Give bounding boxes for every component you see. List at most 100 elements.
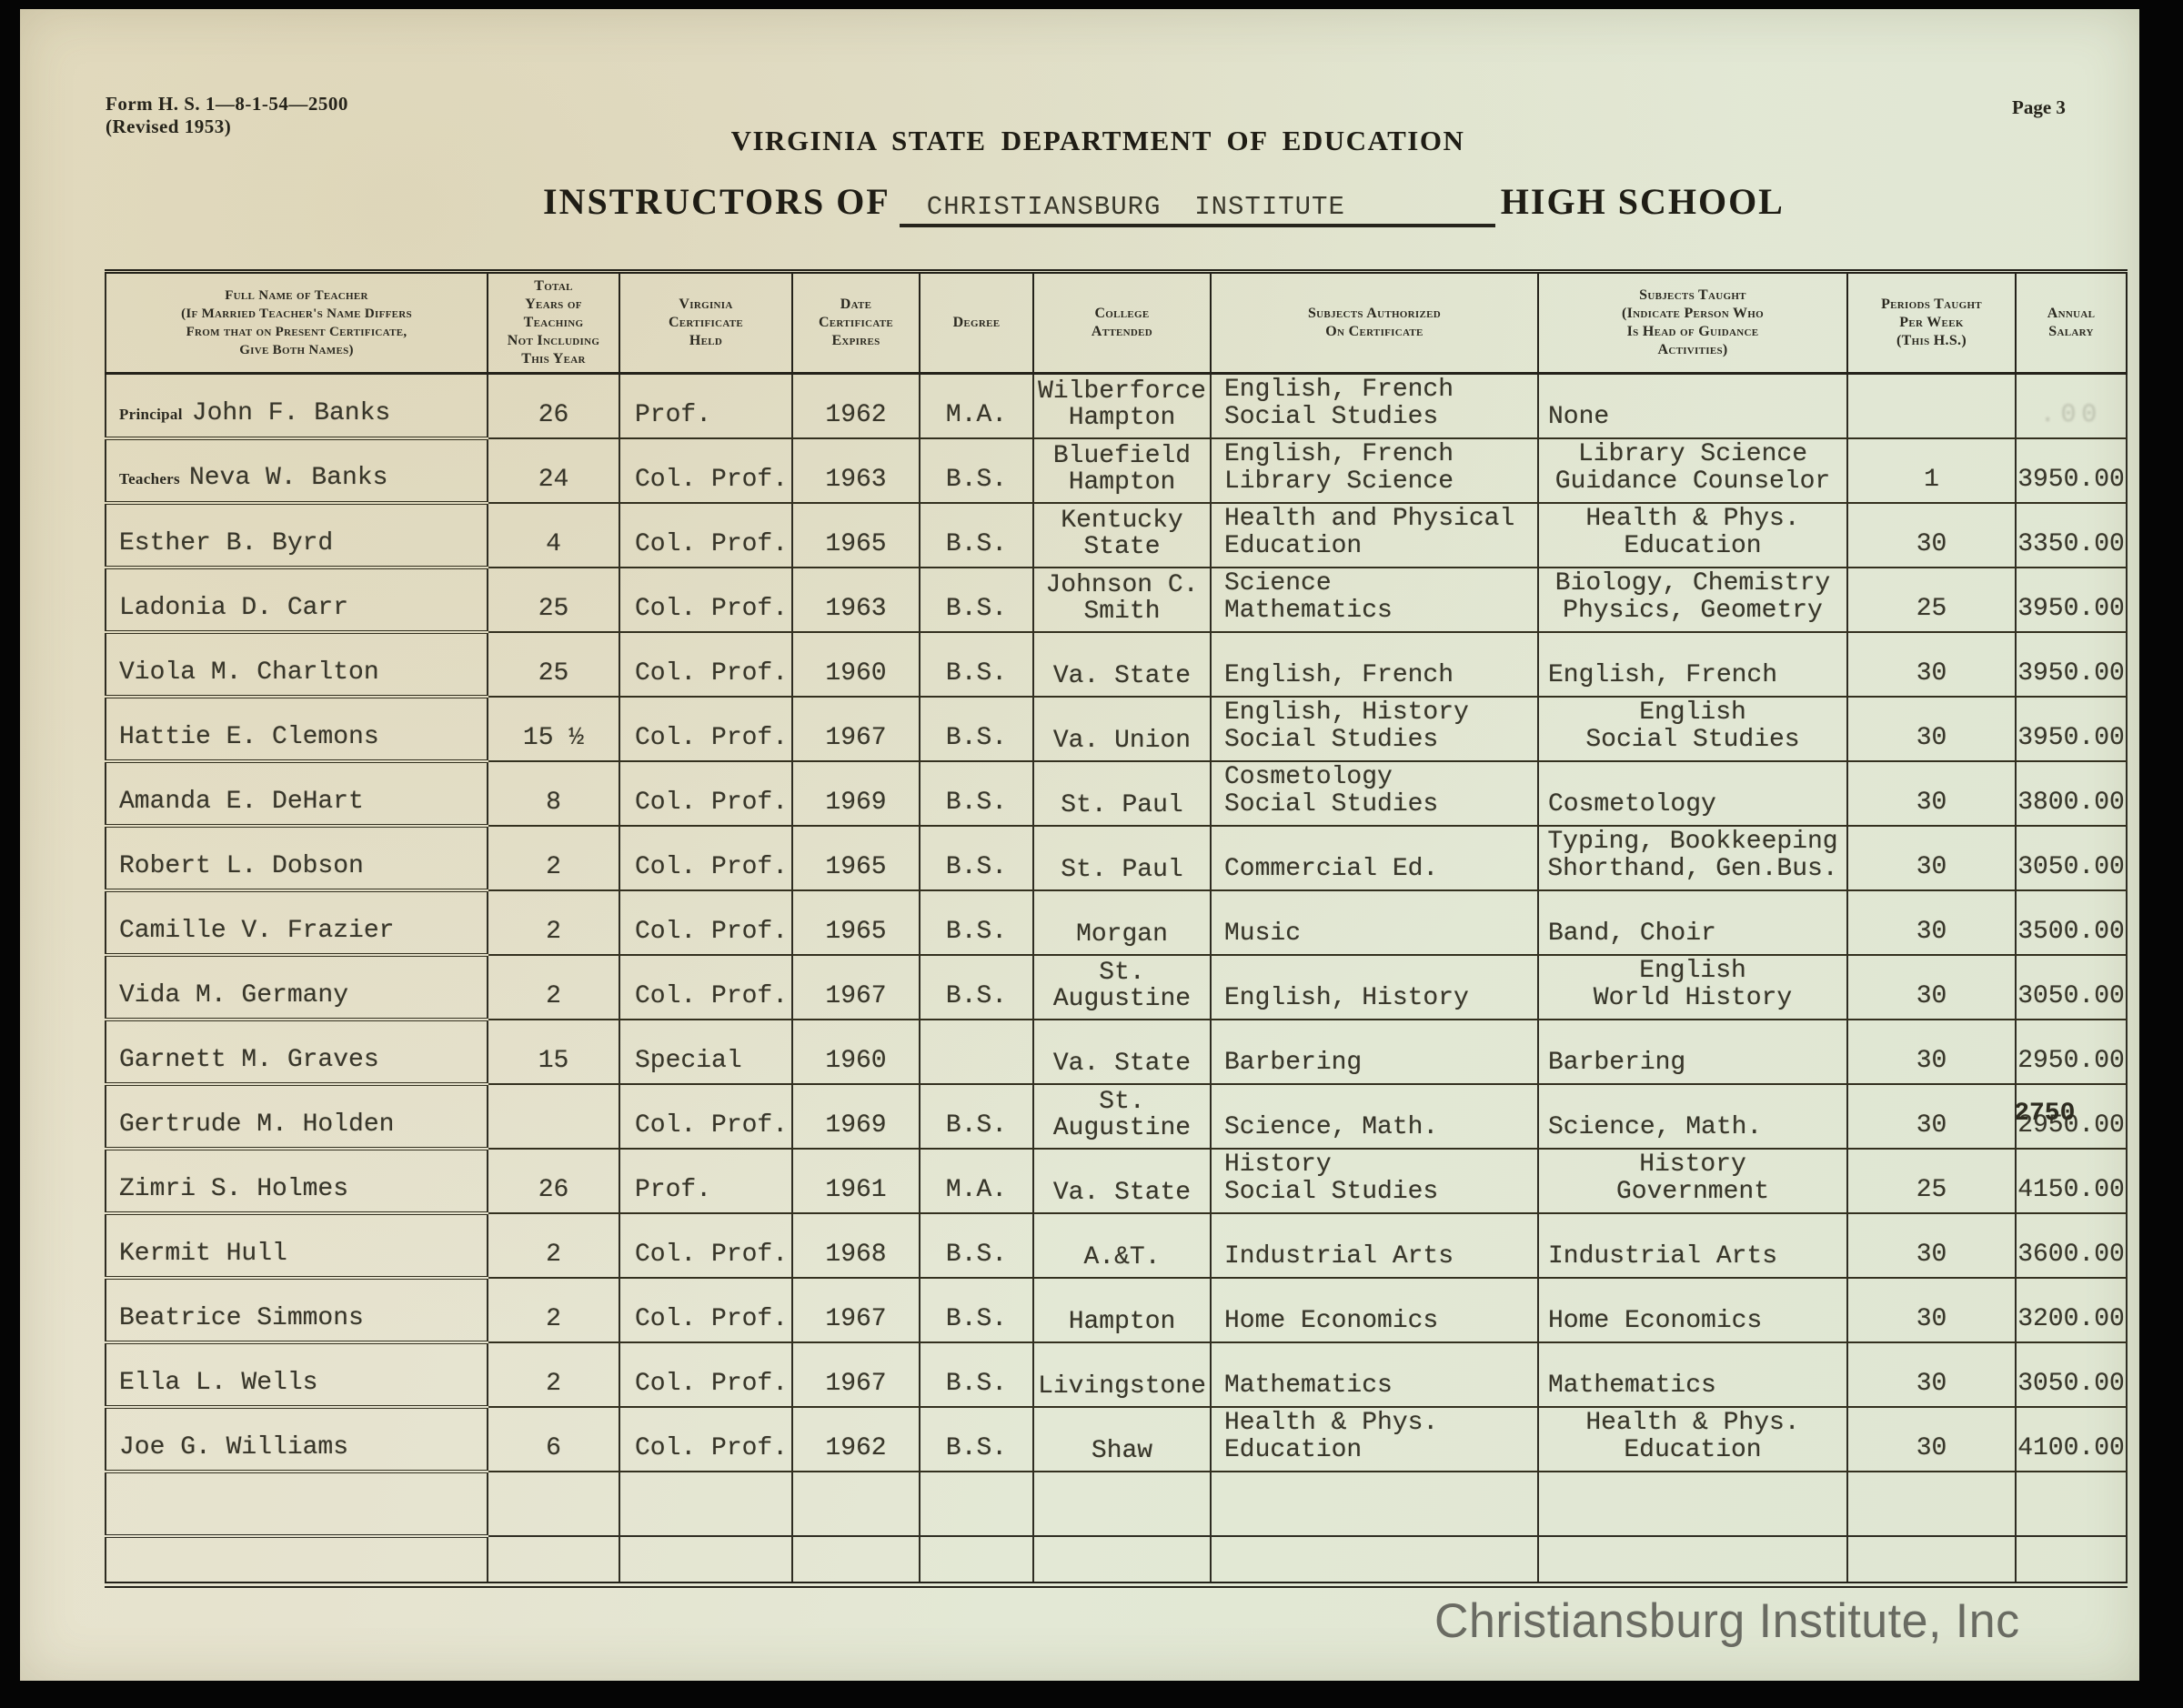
periods-per-week-cell: 1 xyxy=(1847,437,2017,504)
column-header: College Attended xyxy=(1033,271,1212,375)
periods-per-week-cell: 25 xyxy=(1847,567,2017,633)
certificate-expires-cell: 1962 xyxy=(792,373,920,439)
subjects-authorized-cell: Health and Physical Education xyxy=(1211,502,1539,568)
empty-cell xyxy=(920,1535,1034,1585)
subjects-authorized-cell: English, French Social Studies xyxy=(1211,373,1539,439)
subjects-authorized-cell: English, History Social Studies xyxy=(1211,696,1539,762)
college-attended-cell: Bluefield Hampton xyxy=(1033,437,1212,504)
printed-role-label: Teachers xyxy=(119,469,180,487)
certificate-expires-cell: 1961 xyxy=(792,1148,920,1214)
column-header: Annual Salary xyxy=(2016,271,2128,375)
empty-cell xyxy=(488,1471,620,1537)
degree-cell: M.A. xyxy=(920,1148,1034,1214)
subjects-authorized-cell: Industrial Arts xyxy=(1211,1212,1539,1279)
subjects-taught-cell: English, French xyxy=(1538,631,1848,698)
annual-salary-cell: .00 xyxy=(2016,373,2128,439)
certificate-expires-cell: 1967 xyxy=(792,1277,920,1343)
college-attended-cell: Va. Union xyxy=(1033,696,1212,762)
column-header: Periods Taught Per Week (This H.S.) xyxy=(1847,271,2017,375)
annual-salary-cell: 3950.00 xyxy=(2016,696,2128,762)
degree-cell: M.A. xyxy=(920,373,1034,439)
years-teaching-cell: 24 xyxy=(488,437,620,504)
subjects-authorized-cell: Home Economics xyxy=(1211,1277,1539,1343)
certificate-expires-cell: 1960 xyxy=(792,631,920,698)
subjects-taught-cell: Barbering xyxy=(1538,1019,1848,1085)
column-header: Subjects Taught (Indicate Person Who Is He… xyxy=(1538,271,1848,375)
column-header: Virginia Certificate Held xyxy=(619,271,793,375)
empty-cell xyxy=(1033,1535,1212,1585)
subjects-taught-cell: Mathematics xyxy=(1538,1341,1848,1408)
years-teaching-cell: 8 xyxy=(488,760,620,827)
degree-cell xyxy=(920,1019,1034,1085)
periods-per-week-cell: 30 xyxy=(1847,825,2017,891)
empty-cell xyxy=(488,1535,620,1585)
certificate-expires-cell: 1967 xyxy=(792,696,920,762)
college-attended-cell: Va. State xyxy=(1033,631,1212,698)
empty-cell xyxy=(792,1535,920,1585)
years-teaching-cell: 2 xyxy=(488,1277,620,1343)
certificate-expires-cell: 1963 xyxy=(792,437,920,504)
college-attended-cell: Va. State xyxy=(1033,1148,1212,1214)
empty-cell xyxy=(1211,1471,1539,1537)
degree-cell: B.S. xyxy=(920,631,1034,698)
annual-salary-cell: 3050.00 xyxy=(2016,1341,2128,1408)
college-attended-cell: Livingstone xyxy=(1033,1341,1212,1408)
certificate-expires-cell: 1965 xyxy=(792,889,920,956)
degree-cell: B.S. xyxy=(920,1341,1034,1408)
table-row: Amanda E. DeHart 8 Col. Prof. 1969 B.S. St. P… xyxy=(106,760,2128,828)
certificate-cell: Col. Prof. xyxy=(619,1083,793,1150)
years-teaching-cell: 25 xyxy=(488,631,620,698)
years-teaching-cell: 2 xyxy=(488,1212,620,1279)
years-teaching-cell: 15 xyxy=(488,1019,620,1085)
degree-cell: B.S. xyxy=(920,1406,1034,1472)
subtitle-instructors-of: INSTRUCTORS OF xyxy=(543,181,890,222)
certificate-cell: Col. Prof. xyxy=(619,567,793,633)
overtyped-salary-correction: 2750 xyxy=(2014,1099,2076,1128)
empty-cell xyxy=(792,1471,920,1537)
certificate-expires-cell: 1969 xyxy=(792,760,920,827)
degree-cell: B.S. xyxy=(920,760,1034,827)
subjects-taught-cell: Health & Phys. Education xyxy=(1538,502,1848,568)
certificate-cell: Col. Prof. xyxy=(619,1212,793,1279)
degree-cell: B.S. xyxy=(920,437,1034,504)
subjects-taught-cell: English World History xyxy=(1538,954,1848,1020)
college-attended-cell: Wilberforce Hampton xyxy=(1033,373,1212,439)
teacher-name-cell: Joe G. Williams xyxy=(106,1406,488,1473)
subtitle-high-school: HIGH SCHOOL xyxy=(1500,181,1785,222)
subjects-authorized-cell: Science Mathematics xyxy=(1211,567,1539,633)
periods-per-week-cell: 30 xyxy=(1847,1019,2017,1085)
annual-salary-cell: 3950.00 xyxy=(2016,437,2128,504)
teacher-name-cell: Hattie E. Clemons xyxy=(106,696,488,763)
teacher-name-cell: Teachers Neva W. Banks xyxy=(106,437,488,505)
certificate-cell: Special xyxy=(619,1019,793,1085)
annual-salary-cell: 3200.00 xyxy=(2016,1277,2128,1343)
teacher-name-cell: Robert L. Dobson xyxy=(106,825,488,892)
certificate-cell: Col. Prof. xyxy=(619,760,793,827)
subjects-taught-cell: Typing, Bookkeeping Shorthand, Gen.Bus. xyxy=(1538,825,1848,891)
empty-cell xyxy=(2016,1535,2128,1585)
teacher-name-cell: Zimri S. Holmes xyxy=(106,1148,488,1215)
years-teaching-cell: 6 xyxy=(488,1406,620,1472)
subjects-taught-cell: Industrial Arts xyxy=(1538,1212,1848,1279)
table-row: Gertrude M. Holden Col. Prof. 1969 B.S. St. A… xyxy=(106,1083,2128,1150)
certificate-cell: Prof. xyxy=(619,373,793,439)
subjects-taught-cell: History Government xyxy=(1538,1148,1848,1214)
periods-per-week-cell: 30 xyxy=(1847,889,2017,956)
annual-salary-cell: 4150.00 xyxy=(2016,1148,2128,1214)
years-teaching-cell: 2 xyxy=(488,1341,620,1408)
degree-cell: B.S. xyxy=(920,889,1034,956)
degree-cell: B.S. xyxy=(920,1212,1034,1279)
college-attended-cell: St. Augustine xyxy=(1033,954,1212,1020)
teacher-name-cell: Camille V. Frazier xyxy=(106,889,488,957)
annual-salary-cell: 3350.00 xyxy=(2016,502,2128,568)
periods-per-week-cell: 30 xyxy=(1847,760,2017,827)
empty-cell xyxy=(1211,1535,1539,1585)
degree-cell: B.S. xyxy=(920,696,1034,762)
periods-per-week-cell: 30 xyxy=(1847,631,2017,698)
form-number-line2: (Revised 1953) xyxy=(106,116,232,137)
periods-per-week-cell: 30 xyxy=(1847,1083,2017,1150)
periods-per-week-cell: 30 xyxy=(1847,502,2017,568)
teacher-name-cell: Gertrude M. Holden xyxy=(106,1083,488,1150)
annual-salary-cell: 3950.00 xyxy=(2016,567,2128,633)
subjects-authorized-cell: Health & Phys. Education xyxy=(1211,1406,1539,1472)
